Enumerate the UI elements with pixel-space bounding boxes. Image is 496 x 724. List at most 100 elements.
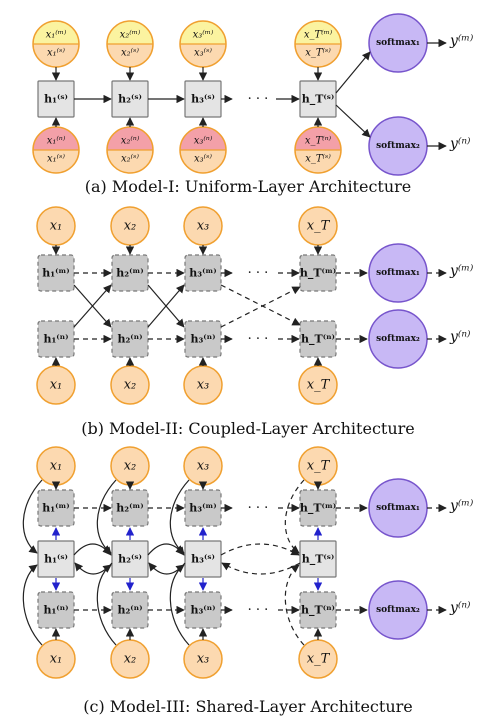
hidden-s-4: h_T⁽ˢ⁾ — [299, 540, 337, 578]
input-m-4: x_T⁽ᵐ⁾ x_T⁽ˢ⁾ — [294, 20, 342, 68]
input-top-label: x₃⁽ᵐ⁾ — [193, 30, 214, 41]
ellipsis: · · · — [248, 501, 269, 516]
hidden-label: h₂⁽ˢ⁾ — [118, 93, 142, 106]
input-top-label: x₂⁽ᵐ⁾ — [120, 30, 141, 41]
hidden-label: h_T⁽ˢ⁾ — [302, 553, 335, 567]
hidden-label: h₃⁽ᵐ⁾ — [189, 502, 216, 515]
arrow-input-to-shared — [169, 564, 190, 646]
input-top-3: x₃ — [183, 446, 223, 486]
arrow-coupling — [73, 284, 112, 328]
input-label: x₂ — [124, 378, 137, 393]
hidden-m-3: h₃⁽ᵐ⁾ — [184, 489, 222, 527]
output-m: y⁽ᵐ⁾ — [449, 33, 474, 49]
softmax-2: softmax₂ — [368, 116, 428, 176]
hidden-label: h₂⁽ᵐ⁾ — [116, 267, 143, 280]
input-label: x₁ — [50, 219, 63, 234]
input-top-half — [295, 21, 341, 44]
input-n-2: x₂⁽ⁿ⁾ x₂⁽ˢ⁾ — [106, 126, 154, 174]
input-m-3: x₃⁽ᵐ⁾ x₃⁽ˢ⁾ — [179, 20, 227, 68]
input-top-label: x_T⁽ⁿ⁾ — [305, 136, 332, 147]
input-bottom-half — [180, 44, 226, 67]
caption-model-1: (a) Model-I: Uniform-Layer Architecture — [85, 177, 412, 196]
input-bottom-2: x₂ — [110, 639, 150, 679]
ellipsis: · · · — [248, 92, 269, 107]
input-label: x₂ — [124, 652, 137, 667]
ellipsis: · · · — [248, 603, 269, 618]
hidden-m-1: h₁⁽ᵐ⁾ — [37, 254, 75, 292]
input-n-4: x_T⁽ⁿ⁾ x_T⁽ˢ⁾ — [294, 126, 342, 174]
hidden-label: h_T⁽ⁿ⁾ — [301, 604, 335, 618]
output-m: y⁽ᵐ⁾ — [449, 263, 474, 279]
arrow-hidden-to-softmax — [335, 51, 371, 94]
input-label: x₃ — [197, 459, 210, 474]
input-bottom-half — [107, 150, 153, 173]
input-top-label: x₂⁽ⁿ⁾ — [121, 136, 140, 147]
arrow-input-to-shared — [284, 564, 305, 646]
arrow-coupling — [220, 286, 301, 328]
hidden-m-4: h_T⁽ᵐ⁾ — [299, 254, 337, 292]
softmax-label: softmax₂ — [376, 334, 420, 344]
softmax-2: softmax₂ — [368, 309, 428, 369]
input-bottom-half — [295, 44, 341, 67]
hidden-label: h_T⁽ⁿ⁾ — [301, 333, 335, 347]
input-bottom-label: x₂⁽ˢ⁾ — [121, 154, 139, 165]
input-top-4: x_T — [298, 206, 338, 246]
hidden-m-3: h₃⁽ᵐ⁾ — [184, 254, 222, 292]
input-top-1: x₁ — [36, 446, 76, 486]
hidden-box — [184, 540, 222, 578]
hidden-m-2: h₂⁽ᵐ⁾ — [111, 489, 149, 527]
hidden-box — [111, 540, 149, 578]
input-bottom-label: x₂⁽ˢ⁾ — [121, 48, 139, 59]
hidden-label: h₃⁽ˢ⁾ — [191, 553, 215, 566]
softmax-label: softmax₁ — [376, 268, 420, 278]
arrow-coupling — [147, 284, 185, 328]
hidden-box — [299, 540, 337, 578]
input-bottom-1: x₁ — [36, 365, 76, 405]
input-bottom-1: x₁ — [36, 639, 76, 679]
arrow-shared-forward — [73, 543, 112, 556]
hidden-label: h₃⁽ˢ⁾ — [191, 93, 215, 106]
input-top-half — [295, 127, 341, 150]
input-label: x_T — [307, 459, 331, 474]
hidden-label: h₁⁽ⁿ⁾ — [43, 333, 68, 346]
hidden-s-4: h_T⁽ˢ⁾ — [299, 80, 337, 118]
input-top-half — [180, 21, 226, 44]
input-bottom-4: x_T — [298, 639, 338, 679]
hidden-label: h₂⁽ⁿ⁾ — [117, 604, 142, 617]
hidden-s-1: h₁⁽ˢ⁾ — [37, 80, 75, 118]
hidden-s-1: h₁⁽ˢ⁾ — [37, 540, 75, 578]
input-top-half — [33, 21, 79, 44]
softmax-label: softmax₂ — [376, 141, 420, 151]
input-bottom-label: x₁⁽ˢ⁾ — [47, 48, 65, 59]
hidden-label: h₁⁽ᵐ⁾ — [42, 502, 69, 515]
input-label: x₃ — [197, 378, 210, 393]
arrow-shared-backward — [221, 562, 301, 575]
softmax-1: softmax₁ — [368, 243, 428, 303]
input-top-label: x₁⁽ᵐ⁾ — [46, 30, 67, 41]
hidden-n-2: h₂⁽ⁿ⁾ — [111, 320, 149, 358]
input-m-1: x₁⁽ᵐ⁾ x₁⁽ˢ⁾ — [32, 20, 80, 68]
hidden-label: h₁⁽ˢ⁾ — [44, 553, 68, 566]
softmax-label: softmax₂ — [376, 605, 420, 615]
hidden-box — [299, 80, 337, 118]
input-bottom-half — [33, 150, 79, 173]
softmax-label: softmax₁ — [376, 503, 420, 513]
input-label: x_T — [307, 652, 331, 667]
input-n-3: x₃⁽ⁿ⁾ x₃⁽ˢ⁾ — [179, 126, 227, 174]
softmax-1: softmax₁ — [368, 478, 428, 538]
arrow-shared-backward — [74, 562, 113, 575]
input-top-label: x_T⁽ᵐ⁾ — [304, 30, 333, 41]
hidden-n-4: h_T⁽ⁿ⁾ — [299, 591, 337, 629]
hidden-label: h_T⁽ᵐ⁾ — [300, 267, 336, 281]
arrow-input-to-shared — [96, 564, 117, 646]
output-n: y⁽ⁿ⁾ — [449, 329, 471, 345]
hidden-label: h_T⁽ᵐ⁾ — [300, 502, 336, 516]
input-label: x₂ — [124, 219, 137, 234]
hidden-s-3: h₃⁽ˢ⁾ — [184, 80, 222, 118]
input-bottom-2: x₂ — [110, 365, 150, 405]
input-bottom-label: x₁⁽ˢ⁾ — [47, 154, 65, 165]
input-top-3: x₃ — [183, 206, 223, 246]
softmax-2: softmax₂ — [368, 580, 428, 640]
input-top-half — [180, 127, 226, 150]
